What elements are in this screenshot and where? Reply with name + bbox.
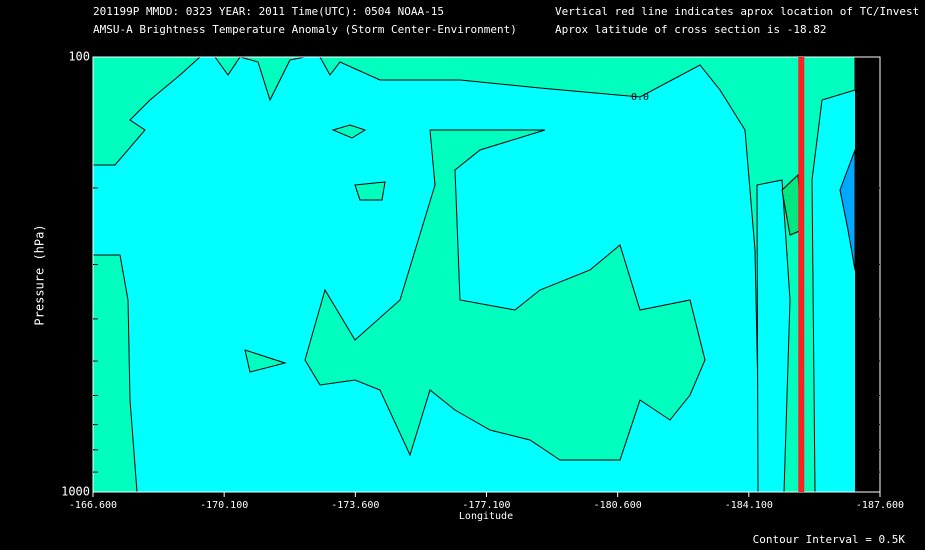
chart-title: 201199P MMDD: 0323 YEAR: 2011 Time(UTC):… xyxy=(93,5,444,18)
x-tick-label: -170.100 xyxy=(200,500,248,511)
annotation: Aprox latitude of cross section is -18.8… xyxy=(555,23,827,36)
chart-subtitle: AMSU-A Brightness Temperature Anomaly (S… xyxy=(93,23,517,36)
contour-region xyxy=(839,149,856,271)
contour-label: 0.0 xyxy=(631,92,649,103)
annotation: Vertical red line indicates aprox locati… xyxy=(555,5,919,18)
y-tick-label: 100 xyxy=(68,50,90,64)
y-axis-label: Pressure (hPa) xyxy=(33,224,47,325)
contour-region xyxy=(756,179,791,493)
x-tick-label: -177.100 xyxy=(462,500,510,511)
contour-region xyxy=(304,129,706,461)
contour-region xyxy=(244,349,287,373)
x-tick-label: -173.600 xyxy=(331,500,379,511)
x-tick-label: -184.100 xyxy=(725,500,773,511)
contour-region xyxy=(331,124,367,139)
x-tick-label: -166.600 xyxy=(69,500,117,511)
x-tick-label: -180.600 xyxy=(594,500,642,511)
x-tick-label: -187.600 xyxy=(856,500,904,511)
x-axis-label: Longitude xyxy=(459,511,513,522)
annotation: Contour Interval = 0.5K xyxy=(753,533,906,546)
y-tick-label: 1000 xyxy=(61,485,90,499)
contour-region xyxy=(354,181,386,201)
contour-field: 0.0 xyxy=(92,56,856,493)
